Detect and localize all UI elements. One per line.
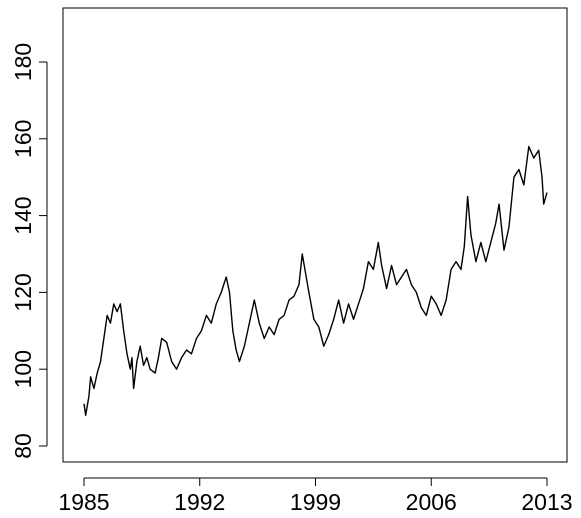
plot-box <box>62 7 568 463</box>
y-tick-label: 100 <box>10 350 36 388</box>
x-tick-label: 2006 <box>406 489 457 515</box>
y-tick-label: 160 <box>10 120 36 158</box>
y-tick-label: 180 <box>10 43 36 81</box>
series-line <box>83 145 548 416</box>
x-tick-label: 1999 <box>290 489 341 515</box>
x-tick-label: 1985 <box>58 489 109 515</box>
y-tick-label: 140 <box>10 196 36 234</box>
y-tick-label: 80 <box>10 433 36 459</box>
x-tick-label: 1992 <box>174 489 225 515</box>
x-tick-label: 2013 <box>521 489 572 515</box>
y-tick-label: 120 <box>10 273 36 311</box>
